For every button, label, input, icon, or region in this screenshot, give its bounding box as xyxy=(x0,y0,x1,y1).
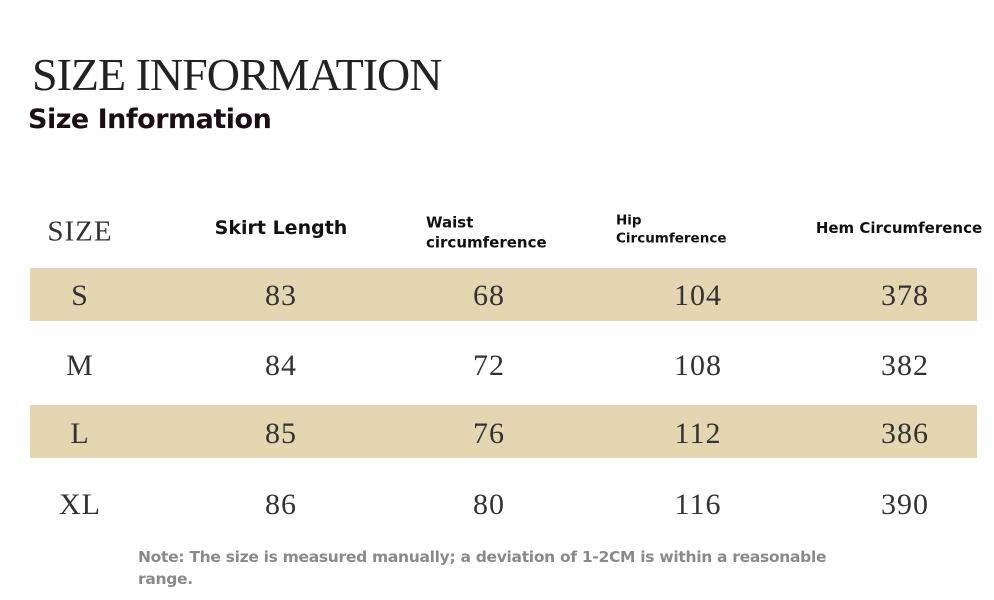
cell-hem: 386 xyxy=(881,417,929,450)
header-hip: Hip Circumference xyxy=(616,212,727,247)
header-hip-line1: Hip xyxy=(616,212,642,229)
row-band xyxy=(30,268,977,321)
cell-skirt-length: 85 xyxy=(265,417,297,450)
header-waist-line2: circumference xyxy=(426,233,547,251)
header-waist: Waist circumference xyxy=(426,214,547,253)
cell-hip: 108 xyxy=(674,349,722,382)
cell-waist: 68 xyxy=(473,279,505,312)
cell-waist: 76 xyxy=(473,417,505,450)
header-waist-line1: Waist xyxy=(426,213,474,232)
header-hem: Hem Circumference xyxy=(815,219,983,237)
cell-size: S xyxy=(71,279,89,312)
page-subtitle: Size Information xyxy=(28,104,272,135)
header-skirt-length: Skirt Length xyxy=(214,217,348,239)
page-title: SIZE INFORMATION xyxy=(32,49,442,100)
cell-hem: 382 xyxy=(881,349,929,382)
cell-hip: 104 xyxy=(674,279,722,312)
cell-hem: 390 xyxy=(881,488,929,521)
cell-size: L xyxy=(70,417,90,450)
cell-skirt-length: 86 xyxy=(265,488,297,521)
cell-size: XL xyxy=(59,488,101,521)
header-size: SIZE xyxy=(47,215,113,248)
header-hip-line2: Circumference xyxy=(616,230,727,246)
cell-waist: 80 xyxy=(473,488,505,521)
cell-waist: 72 xyxy=(473,349,505,382)
row-band xyxy=(30,405,977,458)
cell-hip: 112 xyxy=(674,417,722,450)
cell-size: M xyxy=(66,349,94,382)
cell-skirt-length: 84 xyxy=(265,349,297,382)
note-text: Note: The size is measured manually; a d… xyxy=(138,548,827,588)
cell-hem: 378 xyxy=(881,279,929,312)
cell-hip: 116 xyxy=(674,488,722,521)
cell-skirt-length: 83 xyxy=(265,279,297,312)
